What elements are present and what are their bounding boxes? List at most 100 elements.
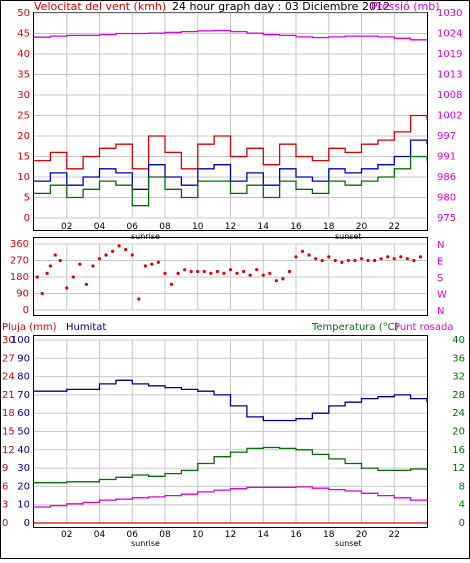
- data-series: [34, 29, 428, 524]
- hour-tick-bottom: 08: [159, 530, 171, 540]
- direction-point: [189, 269, 193, 274]
- direction-point: [209, 271, 213, 275]
- hour-tick-top: 12: [225, 222, 236, 232]
- direction-point: [228, 268, 233, 272]
- direction-point: [183, 268, 187, 272]
- hour-tick-bottom: 16: [290, 530, 302, 540]
- hour-tick-top: 20: [356, 222, 368, 232]
- wind-y-tick: 30: [17, 90, 30, 101]
- humidity-y-tick: 30: [17, 463, 30, 474]
- direction-point: [48, 264, 52, 268]
- hour-tick-top: 22: [389, 222, 400, 232]
- wind-y-tick: 10: [17, 172, 30, 183]
- temperature-y-tick: 36: [452, 353, 465, 364]
- humidity-y-tick: 40: [17, 445, 30, 456]
- temperature-y-tick: 24: [452, 408, 465, 419]
- direction-point: [169, 282, 174, 286]
- pressure-y-tick: 1002: [437, 111, 462, 122]
- wind-y-tick: 25: [17, 111, 30, 122]
- temperature-y-tick: 16: [452, 445, 465, 456]
- series-temperature: [34, 446, 428, 484]
- hour-tick-top: 06: [127, 222, 139, 232]
- rain-y-tick: 12: [2, 445, 15, 456]
- wind-y-tick: 35: [17, 70, 30, 81]
- hour-tick-top: 02: [61, 222, 72, 232]
- temp-panel-frame: [33, 335, 428, 528]
- direction-point: [346, 258, 350, 263]
- direction-point: [379, 257, 383, 261]
- direction-point: [196, 269, 200, 274]
- direction-point: [386, 255, 390, 259]
- graph-title: 24 hour graph day : 03 Diciembre 2012: [172, 0, 390, 13]
- direction-y-tick: 90: [16, 289, 29, 300]
- pressure-y-tick: 1013: [437, 70, 462, 81]
- wind-y-tick: 0: [24, 213, 30, 224]
- direction-point: [359, 257, 364, 261]
- direction-point: [405, 257, 409, 261]
- direction-point: [366, 258, 370, 263]
- pressure-y-tick: 1019: [437, 49, 462, 60]
- humidity-y-tick: 70: [17, 390, 30, 401]
- direction-y-tick: 360: [10, 239, 29, 250]
- series-dewpoint: [34, 486, 428, 508]
- rain-y-tick: 15: [2, 427, 15, 438]
- hour-tick-bottom: 14: [258, 530, 270, 540]
- direction-point: [392, 257, 396, 261]
- direction-point: [327, 255, 331, 259]
- direction-point: [35, 275, 39, 279]
- hour-tick-top: 10: [192, 222, 204, 232]
- direction-point: [300, 249, 305, 253]
- rain-y-tick: 21: [2, 390, 15, 401]
- humidity-y-tick: 0: [24, 518, 30, 529]
- temperature-y-tick: 40: [452, 335, 465, 346]
- direction-point: [418, 255, 423, 259]
- rain-axis-title: Pluja (mm): [2, 322, 57, 333]
- direction-point: [202, 269, 206, 274]
- pressure-y-tick: 1030: [437, 8, 462, 19]
- pressure-y-tick: 980: [437, 193, 456, 204]
- series-wind_gust: [34, 114, 428, 170]
- direction-point: [104, 253, 108, 257]
- direction-point: [222, 271, 226, 275]
- direction-y-tick: 180: [10, 272, 29, 283]
- hour-tick-bottom: 06: [127, 530, 139, 540]
- direction-point: [117, 244, 121, 248]
- direction-point: [45, 271, 49, 275]
- direction-point: [78, 262, 82, 266]
- humidity-y-tick: 80: [17, 372, 30, 383]
- compass-tick: E: [437, 257, 443, 268]
- wind-y-tick: 50: [17, 8, 30, 19]
- direction-y-tick: 0: [23, 305, 29, 316]
- direction-point: [111, 249, 115, 253]
- compass-tick: N: [437, 306, 444, 317]
- wind-y-tick: 5: [24, 193, 30, 204]
- pressure-y-tick: 1008: [437, 90, 462, 101]
- hour-tick-bottom: 18: [323, 530, 335, 540]
- temperature-y-tick: 4: [459, 500, 465, 511]
- direction-point: [156, 260, 161, 264]
- compass-tick: W: [437, 290, 447, 301]
- direction-point: [137, 297, 141, 301]
- temperature-y-tick: 32: [452, 372, 465, 383]
- rain-y-tick: 3: [2, 500, 8, 511]
- humidity-y-tick: 50: [17, 427, 30, 438]
- direction-point: [274, 279, 278, 283]
- direction-point: [412, 258, 416, 263]
- direction-point: [320, 258, 324, 263]
- direction-point: [124, 247, 128, 252]
- hour-tick-top: 04: [94, 222, 106, 232]
- pressure-axis-title: Pressió (mb): [371, 0, 440, 13]
- compass-tick: N: [437, 240, 444, 251]
- direction-point: [235, 271, 239, 275]
- hour-tick-bottom: 02: [61, 530, 72, 540]
- direction-point: [84, 282, 88, 286]
- pressure-y-tick: 986: [437, 172, 456, 183]
- direction-point: [294, 255, 298, 259]
- direction-point: [150, 262, 154, 266]
- wind-y-tick: 40: [17, 49, 30, 60]
- direction-point: [307, 253, 311, 257]
- hour-tick-top: 16: [290, 222, 302, 232]
- direction-y-tick: 270: [10, 256, 29, 267]
- rain-y-tick: 0: [2, 518, 8, 529]
